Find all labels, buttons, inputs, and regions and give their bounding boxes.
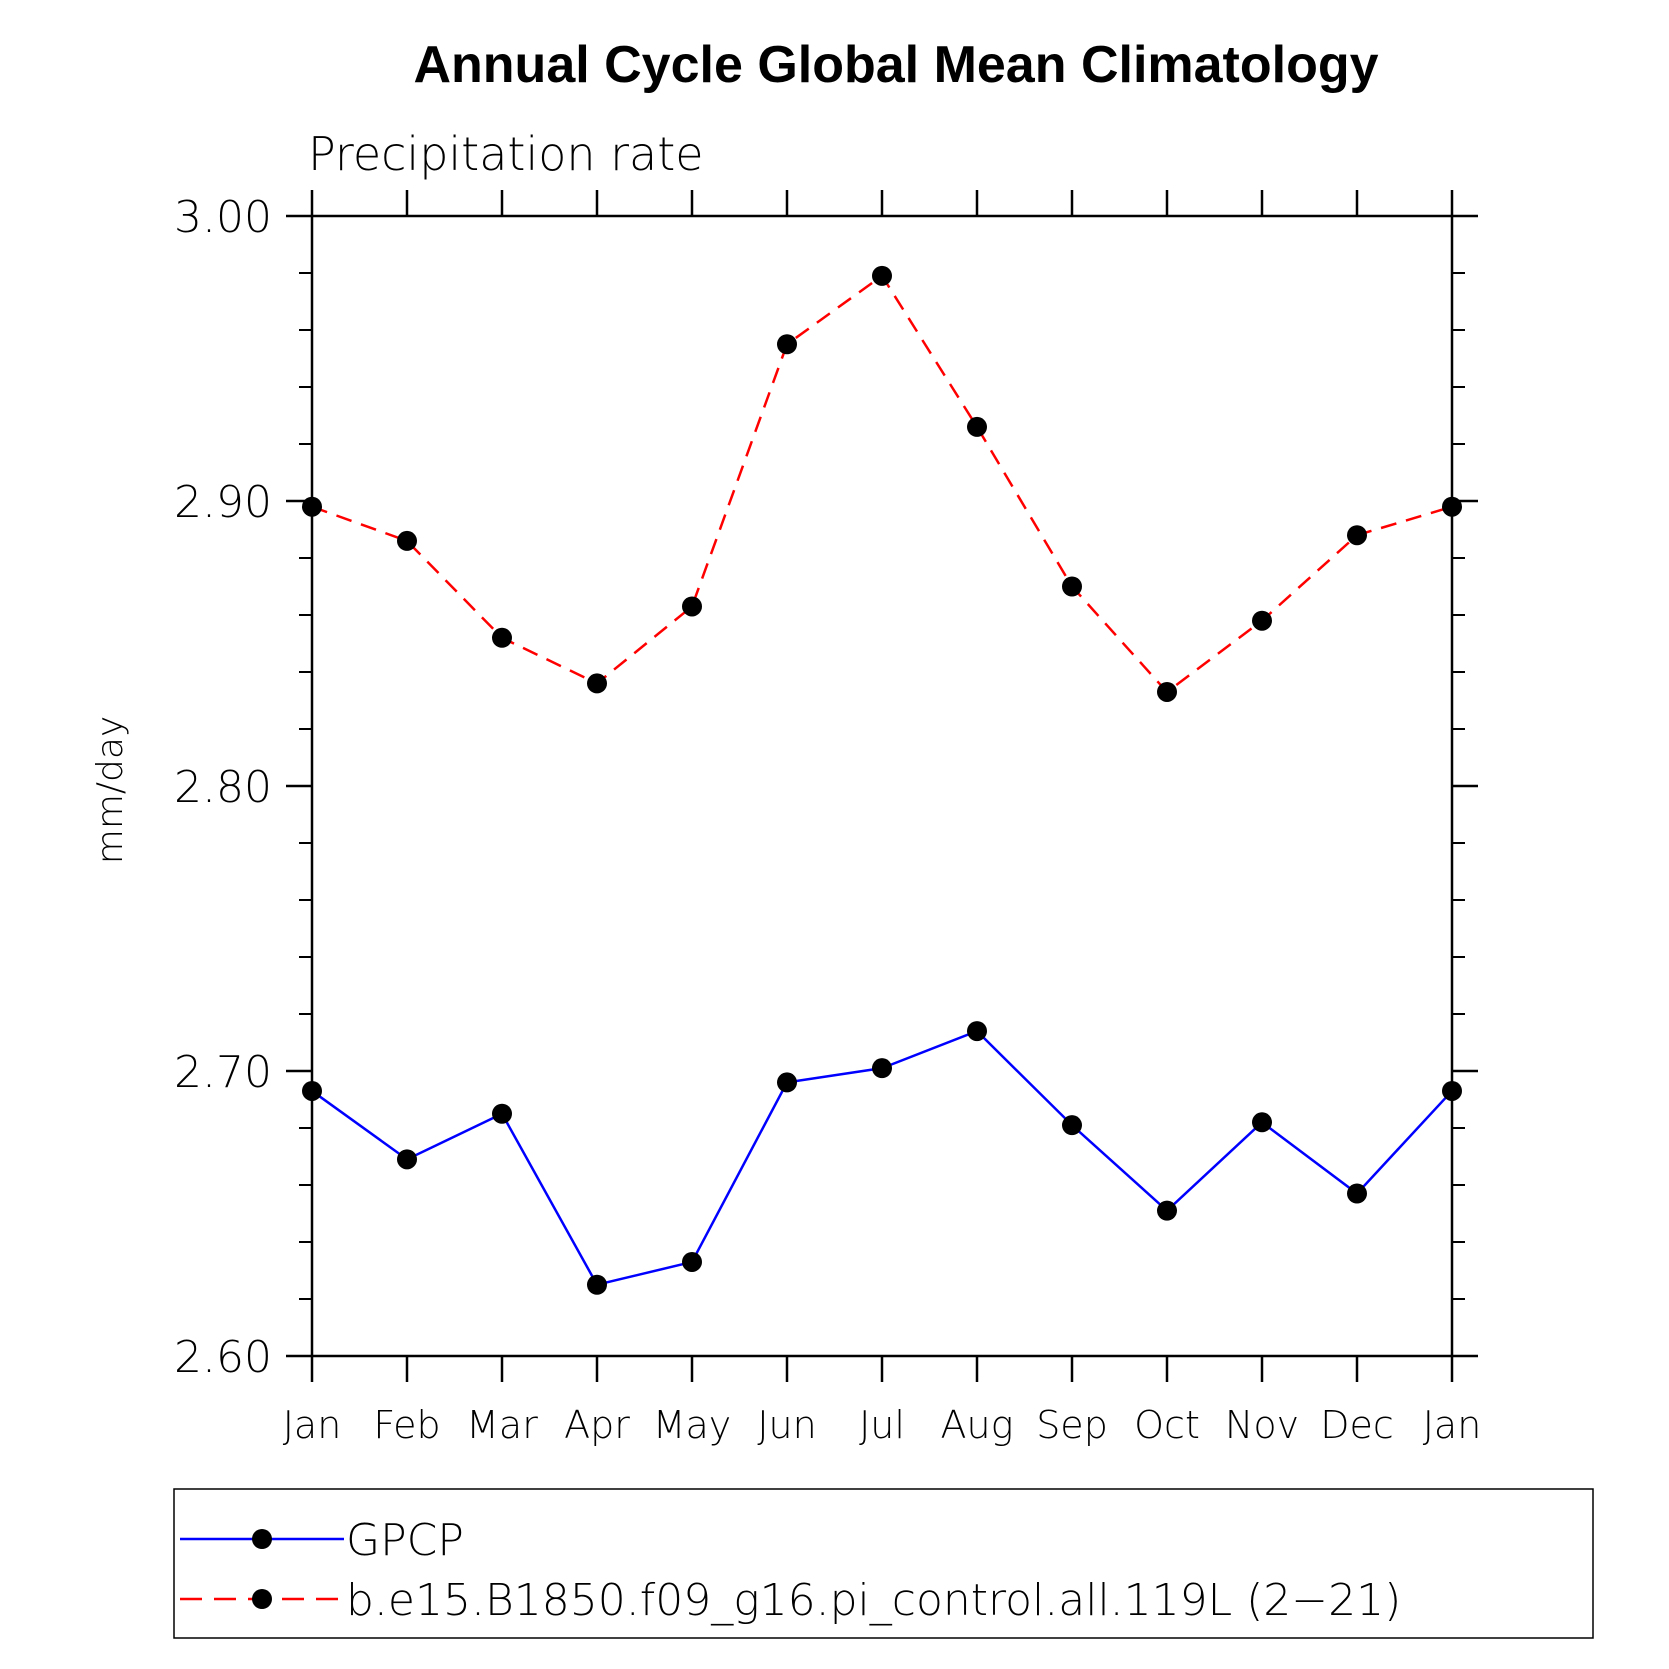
- data-point-1: [872, 265, 892, 286]
- x-tick-label: Sep: [1036, 1403, 1108, 1447]
- points-layer: [302, 265, 1462, 1295]
- data-point-0: [492, 1103, 512, 1124]
- x-tick-label: Jan: [283, 1403, 342, 1447]
- data-point-1: [1252, 610, 1272, 631]
- series-line-1: [311, 274, 1453, 694]
- y-tick-label: 3.00: [174, 192, 272, 243]
- y-axis-label: mm/day: [90, 716, 131, 864]
- x-tick-label: Oct: [1134, 1403, 1200, 1447]
- data-point-1: [397, 530, 417, 551]
- y-tick-label: 2.60: [174, 1332, 272, 1383]
- data-point-0: [777, 1072, 797, 1093]
- chart-title: Annual Cycle Global Mean Climatology: [413, 36, 1378, 94]
- legend-box: [173, 1488, 1594, 1639]
- data-point-1: [1347, 525, 1367, 546]
- y-tick-label: 2.80: [174, 762, 272, 813]
- x-tick-label: Aug: [941, 1403, 1014, 1447]
- chart-subtitle: Precipitation rate: [308, 127, 704, 181]
- data-point-1: [967, 416, 987, 437]
- x-tick-label: Jan: [1423, 1403, 1482, 1447]
- x-tick-label: Feb: [373, 1403, 440, 1447]
- y-tick-label: 2.90: [174, 477, 272, 528]
- data-point-1: [302, 496, 322, 517]
- axes: [310, 214, 1454, 1358]
- data-point-0: [1062, 1115, 1082, 1136]
- data-point-0: [872, 1058, 892, 1079]
- data-point-1: [1442, 496, 1462, 517]
- legend-marker-0: [252, 1529, 272, 1549]
- x-tick-label: Mar: [466, 1403, 538, 1447]
- data-point-0: [1157, 1200, 1177, 1221]
- data-point-1: [777, 334, 797, 355]
- data-point-1: [682, 596, 702, 617]
- data-point-0: [1252, 1112, 1272, 1133]
- x-tick-label: May: [653, 1403, 732, 1447]
- data-point-1: [1062, 576, 1082, 597]
- series-layer: [311, 274, 1453, 1287]
- data-point-0: [587, 1274, 607, 1295]
- data-point-0: [1442, 1080, 1462, 1101]
- data-point-0: [302, 1080, 322, 1101]
- data-point-1: [587, 673, 607, 694]
- data-point-0: [1347, 1183, 1367, 1204]
- x-tick-label: Jul: [859, 1403, 905, 1447]
- x-tick-label: Dec: [1320, 1403, 1394, 1447]
- data-point-0: [397, 1149, 417, 1170]
- x-tick-label: Apr: [564, 1403, 630, 1447]
- data-point-1: [492, 627, 512, 648]
- legend-marker-1: [252, 1589, 272, 1609]
- x-tick-label: Jun: [757, 1403, 816, 1447]
- data-point-0: [682, 1251, 702, 1272]
- x-tick-label: Nov: [1225, 1403, 1299, 1447]
- y-tick-label: 2.70: [174, 1047, 272, 1098]
- data-point-1: [1157, 681, 1177, 702]
- legend-label-0: GPCP: [346, 1515, 464, 1566]
- legend: GPCP b.e15.B1850.f09_g16.pi_control.all.1…: [180, 1515, 1401, 1626]
- data-point-0: [967, 1021, 987, 1042]
- legend-label-1: b.e15.B1850.f09_g16.pi_control.all.119L …: [346, 1575, 1401, 1626]
